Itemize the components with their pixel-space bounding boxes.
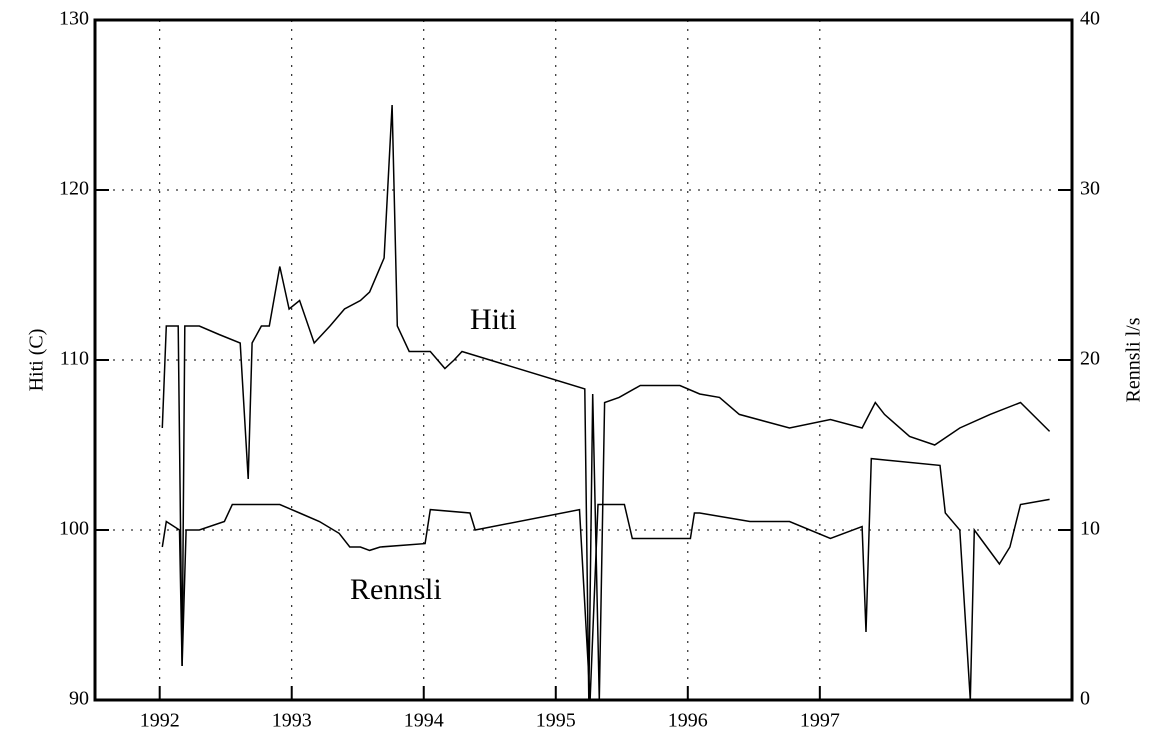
series-line	[161, 104, 1051, 701]
y-tick-label: 110	[60, 348, 89, 370]
y-tick-label: 130	[59, 8, 89, 30]
annotation: Rennsli	[350, 573, 442, 606]
y2-tick-label: 40	[1080, 8, 1100, 30]
x-tick-label: 1992	[140, 710, 180, 732]
y2-tick-label: 30	[1080, 178, 1100, 200]
y-axis-label: Hiti (C)	[26, 329, 48, 392]
x-tick-label: 1996	[668, 710, 708, 732]
y2-axis-label: Rennsli l/s	[1123, 317, 1145, 402]
series-line	[161, 457, 1050, 701]
y2-tick-label: 0	[1080, 688, 1090, 710]
y-tick-label: 90	[69, 688, 89, 710]
y2-tick-label: 20	[1080, 348, 1100, 370]
y2-tick-label: 10	[1080, 518, 1100, 540]
annotation: Hiti	[470, 303, 517, 336]
plot-frame	[93, 18, 1074, 702]
x-tick-label: 1997	[800, 710, 840, 732]
x-tick-label: 1995	[536, 710, 576, 732]
y-tick-label: 120	[59, 178, 89, 200]
x-tick-label: 1993	[272, 710, 312, 732]
x-tick-label: 1994	[404, 710, 444, 732]
y-tick-label: 100	[59, 518, 89, 540]
